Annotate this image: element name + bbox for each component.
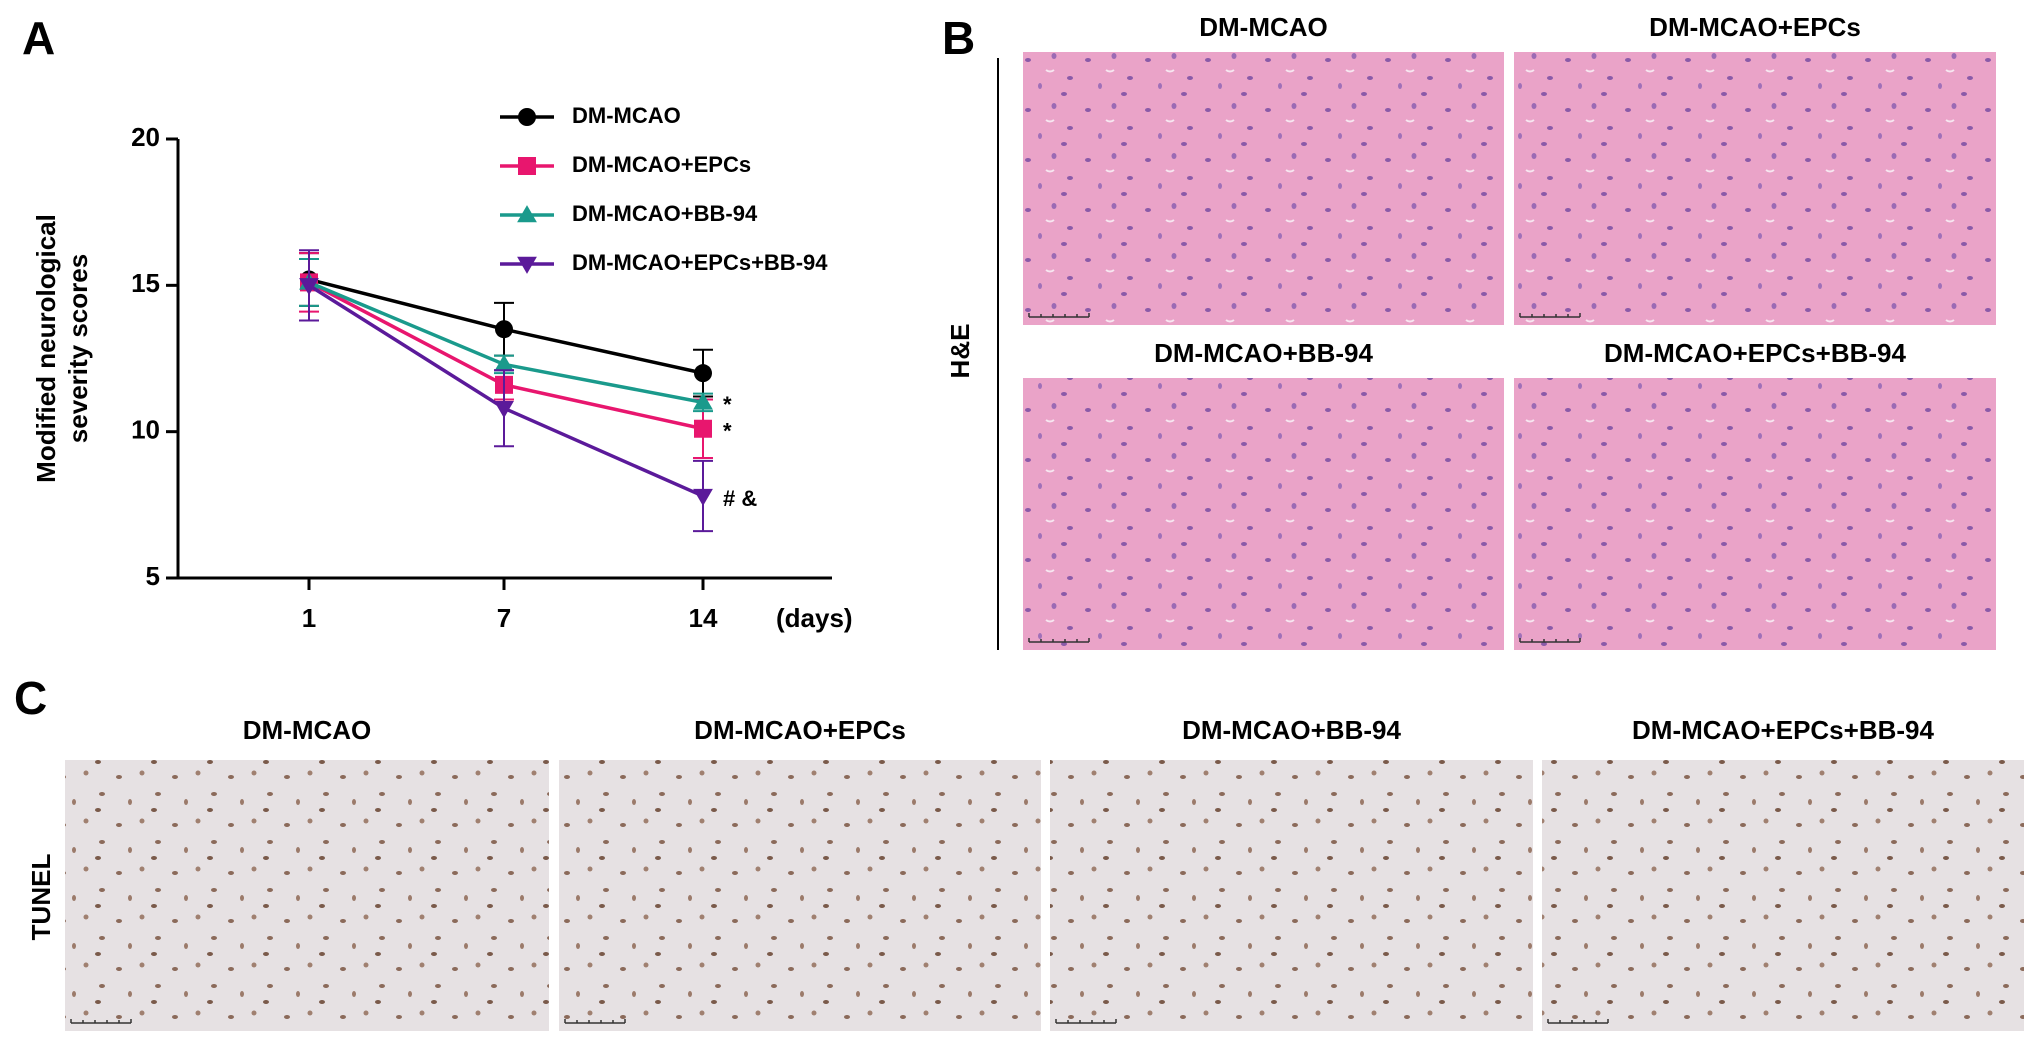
- annotation: *: [723, 419, 732, 444]
- micrograph: [1050, 760, 1533, 1031]
- marker: [517, 205, 537, 223]
- panel-label: B: [942, 12, 975, 64]
- y-axis-label: severity scores: [63, 254, 93, 443]
- y-axis-label: Modified neurological: [31, 214, 61, 483]
- panel-title: DM-MCAO+EPCs: [1649, 12, 1861, 42]
- marker: [495, 320, 513, 339]
- scale-bar: [1028, 638, 1090, 643]
- marker: [694, 364, 712, 383]
- panel-title: DM-MCAO+EPCs+BB-94: [1604, 338, 1906, 368]
- row-label: TUNEL: [26, 854, 56, 941]
- panel-title: DM-MCAO: [1199, 12, 1328, 42]
- legend-label: DM-MCAO+EPCs+BB-94: [572, 250, 828, 275]
- marker: [518, 108, 536, 126]
- panel-label: C: [14, 672, 47, 724]
- marker: [517, 256, 537, 274]
- micrograph: [1514, 52, 1996, 325]
- micrograph: [65, 760, 549, 1031]
- scale-bar: [1519, 313, 1581, 318]
- marker: [693, 488, 713, 506]
- micrograph: [1542, 760, 2024, 1031]
- marker: [494, 401, 514, 419]
- scale-bar: [1519, 638, 1581, 643]
- x-tick-label: 7: [497, 603, 511, 633]
- marker: [693, 392, 713, 410]
- marker: [299, 278, 319, 296]
- scale-bar: [1547, 1019, 1609, 1024]
- micrograph: [1023, 378, 1504, 650]
- micrograph: [1514, 378, 1996, 650]
- y-tick-label: 5: [146, 561, 160, 591]
- scale-bar: [564, 1019, 626, 1024]
- layout: A B C H&E TUNEL: [14, 12, 999, 941]
- marker: [694, 419, 712, 438]
- legend-label: DM-MCAO+EPCs: [572, 152, 751, 177]
- x-axis-label: (days): [776, 603, 853, 633]
- panel-title: DM-MCAO: [243, 715, 372, 745]
- marker: [518, 157, 536, 175]
- panel-title: DM-MCAO+BB-94: [1154, 338, 1373, 368]
- marker: [494, 354, 514, 372]
- panel-label: A: [22, 12, 55, 64]
- x-tick-label: 14: [689, 603, 718, 633]
- annotation: # &: [723, 486, 757, 511]
- x-tick-label: 1: [302, 603, 316, 633]
- y-tick-label: 20: [131, 122, 160, 152]
- panel-title: DM-MCAO+EPCs+BB-94: [1632, 715, 1934, 745]
- y-tick-label: 10: [131, 415, 160, 445]
- y-tick-label: 15: [131, 268, 160, 298]
- row-label: H&E: [945, 324, 975, 379]
- scale-bar: [1055, 1019, 1117, 1024]
- panel-title: DM-MCAO+BB-94: [1182, 715, 1401, 745]
- scale-bar: [70, 1019, 132, 1024]
- annotation: *: [723, 392, 732, 417]
- micrograph: [1023, 52, 1504, 325]
- panel-title: DM-MCAO+EPCs: [694, 715, 906, 745]
- scale-bar: [1028, 313, 1090, 318]
- micrograph: [559, 760, 1041, 1031]
- legend-label: DM-MCAO: [572, 103, 681, 128]
- legend-label: DM-MCAO+BB-94: [572, 201, 758, 226]
